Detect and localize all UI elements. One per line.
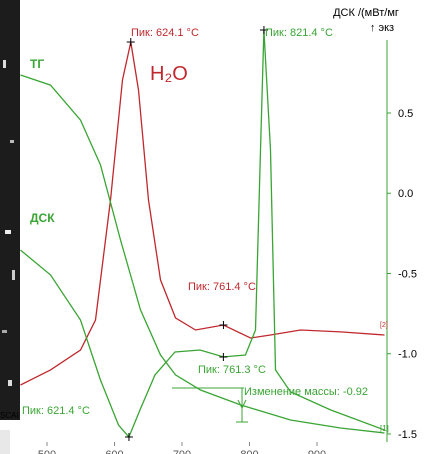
annotation: Пик: 821.4 °C: [265, 27, 333, 39]
sem-image: [0, 0, 20, 454]
peak-marker: [219, 352, 228, 361]
speckle: [8, 380, 12, 386]
x-tick-label: 600: [105, 449, 123, 454]
speckle: [3, 60, 6, 68]
x-tick-label: 700: [173, 449, 191, 454]
y-axis-subtitle: ↑ экз: [370, 22, 394, 34]
annotation: [1]: [380, 424, 389, 433]
series-line: [20, 41, 385, 386]
x-tick-label: 500: [38, 449, 56, 454]
peak-marker: [259, 26, 268, 35]
annotation: Изменение массы: -0.92: [244, 386, 368, 398]
series-label: ТГ: [30, 57, 44, 71]
series-label: ДСК: [30, 211, 55, 225]
speckle: [5, 230, 11, 234]
y-axis-title: ДСК /(мВт/мг: [333, 7, 399, 19]
annotation: [2]: [380, 322, 388, 329]
annotation: Пик: 761.4 °C: [188, 281, 256, 293]
image-caption: SCAI: [0, 411, 19, 420]
y-tick-label: 0.0: [398, 188, 413, 200]
x-tick-label: 800: [240, 449, 258, 454]
y-tick-label: -1.5: [398, 429, 417, 441]
x-tick-label: 900: [308, 449, 326, 454]
series-label: H₂O: [150, 63, 188, 85]
annotation: Пик: 761.3 °C: [198, 364, 266, 376]
speckle: [2, 330, 7, 333]
peak-marker: [219, 321, 228, 330]
series-line: [20, 29, 385, 439]
peak-marker: [124, 433, 133, 442]
bracket-arrow: [237, 399, 247, 410]
y-tick-label: 0.5: [398, 108, 413, 120]
series-line: [20, 74, 385, 434]
annotation: Пик: 621.4 °C: [22, 405, 90, 417]
speckle: [12, 270, 15, 280]
annotation: Пик: 624.1 °C: [131, 27, 199, 39]
y-tick-label: -1.0: [398, 349, 417, 361]
peak-marker: [126, 38, 135, 47]
image-corner: [0, 430, 10, 454]
image-strip: [0, 0, 20, 420]
y-tick-label: -0.5: [398, 268, 417, 280]
speckle: [10, 140, 14, 143]
